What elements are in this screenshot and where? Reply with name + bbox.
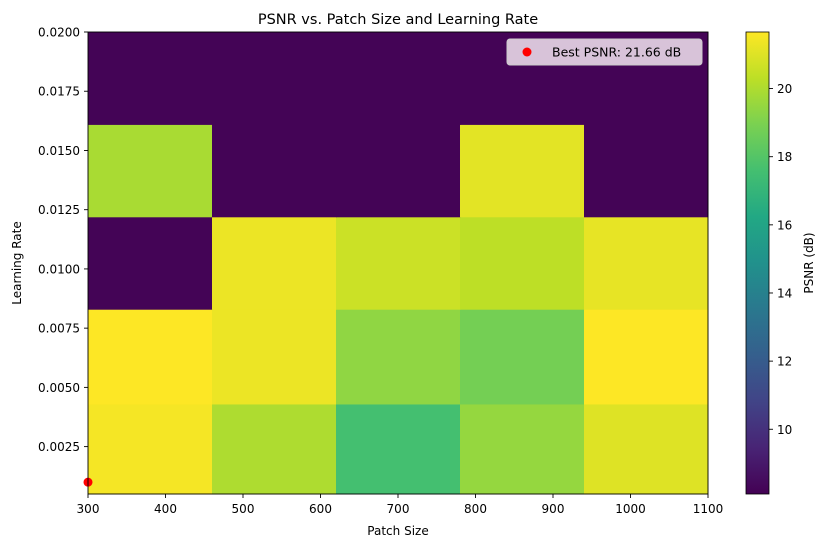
y-axis-ticks: 0.0025 0.0050 0.0075 0.0100 0.0125 0.0150 0.01… bbox=[38, 26, 88, 455]
x-tick-label: 500 bbox=[232, 502, 255, 516]
heatmap-cell bbox=[336, 309, 461, 404]
heatmap-cell bbox=[212, 32, 337, 125]
heatmap-cell bbox=[584, 309, 709, 404]
legend: Best PSNR: 21.66 dB bbox=[507, 39, 702, 65]
x-axis-label: Patch Size bbox=[367, 524, 428, 538]
x-tick-label: 300 bbox=[77, 502, 100, 516]
heatmap-cell bbox=[212, 404, 337, 495]
x-tick-label: 400 bbox=[154, 502, 177, 516]
heatmap-cell bbox=[88, 217, 213, 310]
heatmap-cell bbox=[460, 124, 585, 217]
y-tick-label: 0.0175 bbox=[38, 85, 80, 99]
colorbar-tick-label: 14 bbox=[777, 286, 792, 300]
heatmap-cell bbox=[88, 309, 213, 404]
y-tick-label: 0.0150 bbox=[38, 144, 80, 158]
x-tick-label: 600 bbox=[309, 502, 332, 516]
heatmap-cell bbox=[460, 217, 585, 310]
heatmap-cell bbox=[88, 404, 213, 495]
colorbar bbox=[746, 32, 769, 494]
heatmap-cell bbox=[584, 124, 709, 217]
colorbar-tick-label: 12 bbox=[777, 355, 792, 369]
y-tick-label: 0.0075 bbox=[38, 322, 80, 336]
x-tick-label: 1000 bbox=[615, 502, 646, 516]
y-tick-label: 0.0025 bbox=[38, 440, 80, 454]
legend-marker-icon bbox=[523, 48, 532, 57]
heatmap-cell bbox=[336, 32, 461, 125]
colorbar-tick-label: 16 bbox=[777, 218, 792, 232]
heatmap-cells bbox=[88, 32, 709, 495]
heatmap-cell bbox=[460, 404, 585, 495]
heatmap-cell bbox=[212, 217, 337, 310]
y-tick-label: 0.0050 bbox=[38, 381, 80, 395]
y-tick-label: 0.0125 bbox=[38, 203, 80, 217]
x-tick-label: 800 bbox=[464, 502, 487, 516]
heatmap-cell bbox=[212, 124, 337, 217]
colorbar-tick-label: 18 bbox=[777, 150, 792, 164]
heatmap-cell bbox=[336, 124, 461, 217]
colorbar-label: PSNR (dB) bbox=[802, 232, 816, 293]
y-tick-label: 0.0200 bbox=[38, 26, 80, 40]
y-axis-label: Learning Rate bbox=[10, 221, 24, 304]
heatmap-cell bbox=[212, 309, 337, 404]
heatmap-cell bbox=[88, 124, 213, 217]
x-tick-label: 1100 bbox=[693, 502, 724, 516]
heatmap-cell bbox=[336, 404, 461, 495]
colorbar-tick-label: 10 bbox=[777, 423, 792, 437]
legend-label: Best PSNR: 21.66 dB bbox=[552, 45, 681, 60]
heatmap-cell bbox=[584, 404, 709, 495]
x-tick-label: 900 bbox=[542, 502, 565, 516]
heatmap-cell bbox=[88, 32, 213, 125]
colorbar-tick-label: 20 bbox=[777, 82, 792, 96]
chart-title: PSNR vs. Patch Size and Learning Rate bbox=[258, 12, 538, 28]
heatmap-cell bbox=[584, 217, 709, 310]
x-tick-label: 700 bbox=[387, 502, 410, 516]
y-tick-label: 0.0100 bbox=[38, 262, 80, 276]
x-axis-ticks: 300 400 500 600 700 800 900 1000 1100 bbox=[77, 494, 724, 516]
heatmap-cell bbox=[336, 217, 461, 310]
heatmap-cell bbox=[460, 309, 585, 404]
colorbar-ticks: 10 12 14 16 18 20 bbox=[769, 82, 792, 437]
